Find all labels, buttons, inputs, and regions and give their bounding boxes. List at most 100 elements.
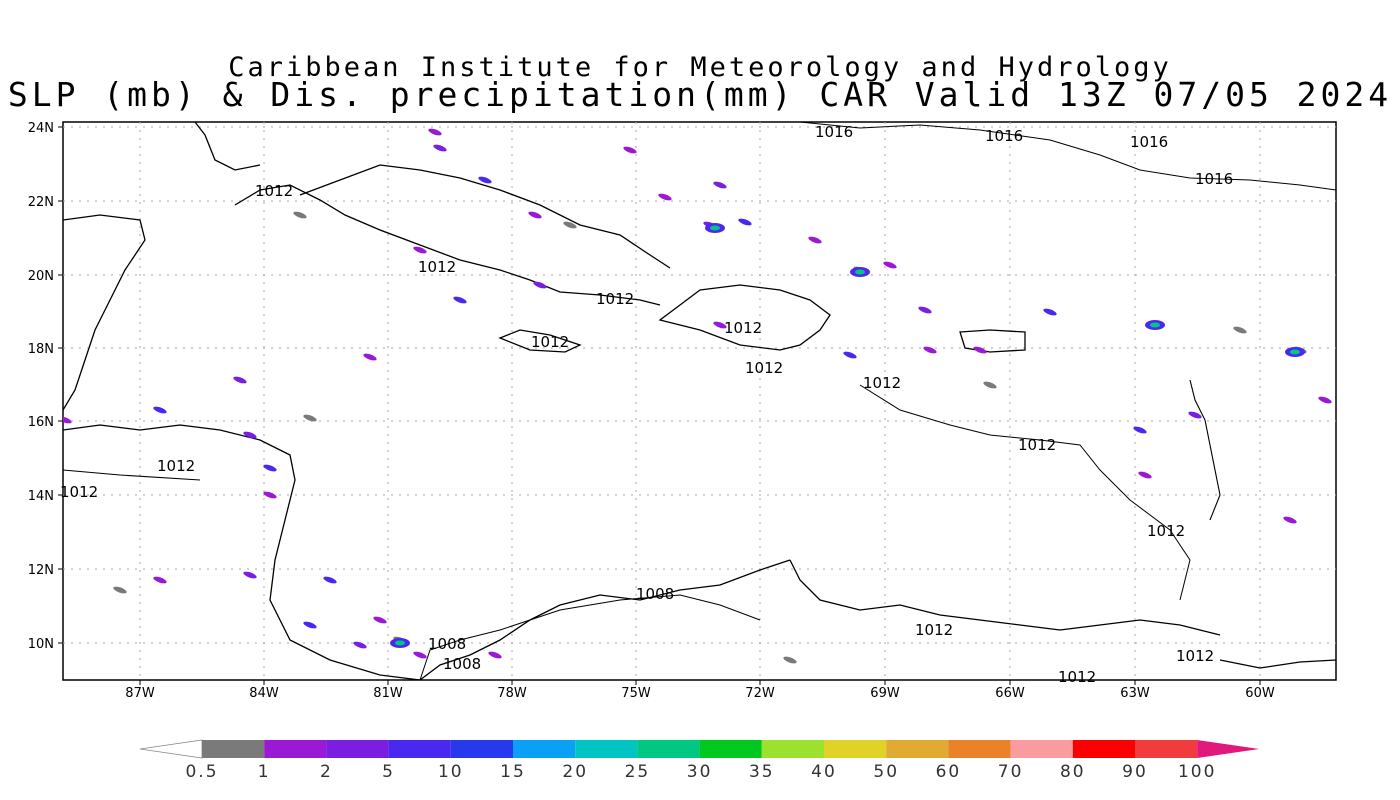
x-tick-label: 84W: [249, 686, 279, 701]
y-tick-label: 12N: [28, 563, 54, 578]
precip-core-center: [1150, 322, 1160, 328]
precip-cell: [1043, 308, 1057, 316]
south-america-coast: [1219, 659, 1336, 669]
colorbar-label: 1: [258, 762, 271, 782]
cuba-coast: [234, 184, 661, 306]
precip-cell: [243, 571, 257, 579]
colorbar-label: 25: [625, 762, 651, 782]
precip-cell: [303, 621, 317, 629]
colorbar: 0.5 1 2 5 10 15 20 25 30 35 40 50 60 70 80 90 100: [139, 739, 1260, 782]
precip-cell: [623, 146, 637, 154]
x-tick-label: 66W: [995, 686, 1025, 701]
isobar-label: 1012: [1147, 522, 1185, 540]
precip-cell: [263, 464, 277, 472]
precip-cell: [303, 414, 317, 422]
precip-cell: [488, 651, 502, 659]
y-tick-label: 20N: [28, 269, 54, 284]
precip-cell: [453, 296, 467, 304]
precip-cell: [353, 641, 367, 649]
x-tick-label: 75W: [621, 686, 651, 701]
x-tick-label: 69W: [870, 686, 900, 701]
precip-cell: [808, 236, 822, 244]
isobar-label: 1012: [596, 290, 634, 308]
isobar-label: 1012: [255, 182, 293, 200]
precip-cell: [413, 651, 427, 659]
x-tick-label: 78W: [497, 686, 527, 701]
precip-cell: [923, 346, 937, 354]
precip-core-center: [855, 269, 865, 275]
colorbar-swatch: [948, 740, 1011, 758]
colorbar-swatch: [761, 740, 824, 758]
isobar-label: 1016: [1130, 133, 1168, 151]
precip-cell: [1188, 411, 1202, 419]
map-frame: [62, 121, 1337, 681]
coastlines: [63, 122, 1336, 680]
central-america-coast: [63, 424, 421, 680]
x-axis-ticks: 87W 84W 81W 78W 75W 72W 69W 66W 63W 60W: [125, 686, 1275, 701]
x-tick-label: 87W: [125, 686, 155, 701]
colorbar-label: 40: [811, 762, 837, 782]
x-tick-label: 81W: [373, 686, 403, 701]
colorbar-label: 90: [1122, 762, 1148, 782]
precip-cell: [1133, 426, 1147, 434]
precip-cell: [883, 261, 897, 269]
isobar-label: 1008: [443, 655, 481, 673]
map-title: Caribbean Institute for Meteorology and …: [228, 52, 1172, 83]
colorbar-label: 50: [873, 762, 899, 782]
colorbar-swatch: [388, 740, 451, 758]
x-tick-label: 60W: [1245, 686, 1275, 701]
precipitation-field: [63, 128, 1332, 664]
hispaniola-coast: [658, 284, 831, 351]
colorbar-swatch: [1197, 740, 1260, 758]
isobar-label: 1012: [1058, 668, 1096, 686]
y-tick-label: 24N: [28, 121, 54, 136]
isobar-1008: [419, 594, 761, 680]
precip-cell: [113, 586, 127, 594]
colorbar-swatch: [1010, 740, 1073, 758]
precip-cell: [973, 346, 987, 354]
precip-cell: [478, 176, 492, 184]
puerto-rico-coast: [959, 329, 1026, 353]
precip-cell: [533, 281, 547, 289]
colorbar-swatch: [886, 740, 949, 758]
isobar-label: 1016: [985, 127, 1023, 145]
isobar-label: 1008: [428, 635, 466, 653]
yucatan-coast: [63, 214, 146, 411]
precip-cell: [713, 321, 727, 329]
isobar-label: 1012: [60, 483, 98, 501]
y-tick-label: 14N: [28, 489, 54, 504]
isobar-1012-north: [63, 469, 201, 481]
precip-core-center: [395, 640, 405, 646]
venezuela-coast: [789, 559, 1221, 636]
colorbar-label: 10: [438, 762, 464, 782]
colorbar-label: 2: [320, 762, 333, 782]
precip-cell: [563, 221, 577, 229]
y-tick-label: 16N: [28, 415, 54, 430]
precip-cell: [843, 351, 857, 359]
x-tick-label: 72W: [745, 686, 775, 701]
isobar-label: 1012: [724, 319, 762, 337]
y-axis-ticks: 24N 22N 20N 18N 16N 14N 12N 10N: [28, 121, 54, 652]
colorbar-swatch: [1072, 740, 1135, 758]
precip-cell: [433, 144, 447, 152]
precip-cell: [428, 128, 442, 136]
colorbar-label: 20: [562, 762, 588, 782]
precip-cell: [153, 406, 167, 414]
colorbar-swatch: [575, 740, 638, 758]
precip-cell: [153, 576, 167, 584]
colorbar-swatch: [450, 740, 513, 758]
colorbar-swatch: [264, 740, 327, 758]
precip-cell: [1283, 516, 1297, 524]
precip-cell: [918, 306, 932, 314]
florida-coast: [194, 122, 261, 171]
gridlines: [58, 122, 1336, 685]
colorbar-swatch: [326, 740, 389, 758]
colorbar-label: 0.5: [185, 762, 218, 782]
precip-cell: [783, 656, 797, 664]
precip-cell: [263, 491, 277, 499]
precip-cell: [373, 616, 387, 624]
isobar-label: 1012: [531, 333, 569, 351]
map-subtitle: SLP (mb) & Dis. precipitation(mm) CAR Va…: [7, 75, 1393, 114]
precip-cell: [713, 181, 727, 189]
